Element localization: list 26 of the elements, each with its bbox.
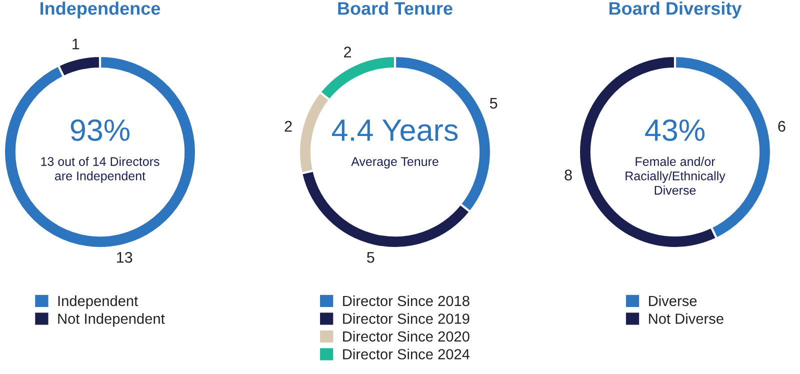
text: 4.4 Years — [332, 120, 458, 141]
legend-label: Director Since 2024 — [343, 348, 470, 360]
data-label: 5 — [367, 252, 374, 263]
data-label: 5 — [490, 98, 498, 109]
legend-label: Not Independent — [58, 313, 165, 327]
data-label: 2 — [344, 46, 351, 58]
legend-label: Diverse — [649, 295, 697, 306]
data-label: 6 — [778, 120, 786, 132]
chart-title: Independence — [40, 2, 160, 18]
data-label: 2 — [284, 120, 292, 132]
donut-slice — [2, 54, 198, 250]
data-label: 13 — [117, 252, 132, 263]
data-label: 1 — [72, 38, 80, 50]
legend-label: Director Since 2018 — [343, 295, 470, 306]
text: Average Tenure — [351, 157, 438, 168]
data-label: 8 — [564, 170, 572, 180]
chart-title: Board Diversity — [609, 2, 742, 18]
legend-label: Not Diverse — [649, 313, 724, 324]
text: 93% — [70, 119, 130, 141]
text: 43% — [645, 119, 704, 141]
text: Female and/or Racially/Ethnically Diverse — [626, 156, 726, 195]
legend-label: Director Since 2020 — [343, 330, 470, 342]
chart-title: Board Tenure — [338, 2, 452, 15]
text: 13 out of 14 Directors are Independent — [41, 156, 160, 183]
legend-label: Director Since 2019 — [343, 313, 470, 324]
legend-label: Independent — [58, 295, 138, 310]
